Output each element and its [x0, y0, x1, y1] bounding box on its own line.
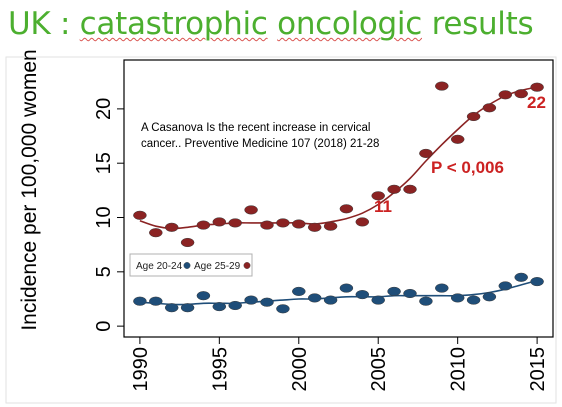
value-label-11: 11 [374, 197, 392, 216]
point-age-20-24-1995 [212, 302, 227, 312]
point-age-25-29-1994 [196, 220, 211, 230]
point-age-20-24-2012 [482, 292, 497, 302]
point-age-25-29-1995 [212, 217, 227, 227]
point-age-20-24-1997 [244, 295, 258, 305]
point-age-25-29-2010 [450, 134, 465, 144]
legend-marker-age-20-24 [183, 262, 191, 269]
point-age-20-24-1993 [180, 303, 195, 313]
reference-line-1: A Casanova Is the recent increase in cer… [141, 122, 370, 134]
point-age-25-29-1992 [164, 222, 179, 232]
y-tick-label-0: 0 [93, 321, 115, 332]
point-age-20-24-2008 [419, 296, 433, 306]
legend-marker-age-25-29 [243, 262, 251, 269]
point-age-20-24-2005 [371, 295, 385, 305]
point-age-20-24-2013 [498, 281, 513, 291]
point-age-20-24-2006 [387, 286, 401, 296]
y-tick-label-10: 10 [93, 206, 115, 228]
point-age-20-24-2010 [450, 293, 465, 303]
point-age-20-24-2011 [466, 295, 481, 305]
point-age-20-24-2007 [403, 288, 417, 299]
point-age-20-24-1994 [196, 291, 211, 301]
point-age-25-29-2008 [419, 148, 433, 158]
point-age-25-29-2012 [482, 103, 497, 113]
slide-title: UK : catastrophic oncologic results [8, 6, 534, 42]
value-label-22: 22 [527, 93, 546, 112]
point-age-25-29-1996 [228, 218, 242, 228]
y-axis-ticks: 0 5 10 15 20 [93, 98, 124, 332]
point-age-25-29-2005 [371, 191, 385, 201]
legend-box [129, 253, 253, 277]
legend-label-age-20-24: Age 20-24 [136, 261, 183, 272]
point-age-20-24-1998 [260, 297, 274, 307]
x-tick-label-1990: 1990 [130, 347, 152, 392]
chart-background [5, 56, 557, 404]
slide-title-word-2: oncologic [277, 6, 422, 42]
legend-label-age-25-29: Age 25-29 [194, 261, 241, 272]
fit-line-age-20-24 [139, 279, 538, 306]
y-axis-label: Incidence per 100,000 women [18, 49, 41, 330]
legend: Age 20-24 Age 25-29 [129, 253, 253, 277]
point-age-20-24-1990 [133, 296, 147, 306]
point-age-25-29-2015 [530, 82, 544, 92]
point-age-25-29-2004 [355, 217, 370, 227]
point-age-25-29-2006 [387, 184, 401, 194]
point-age-20-24-2015 [530, 277, 544, 287]
point-age-25-29-1993 [180, 237, 195, 248]
point-age-25-29-2007 [403, 184, 417, 194]
y-tick-label-15: 15 [93, 152, 115, 174]
point-age-25-29-1990 [133, 210, 147, 220]
point-age-25-29-2013 [498, 90, 513, 100]
point-age-25-29-1991 [149, 228, 163, 238]
y-tick-label-5: 5 [93, 266, 115, 277]
x-tick-label-1995: 1995 [209, 347, 231, 392]
point-age-20-24-2000 [292, 286, 306, 296]
x-tick-label-2005: 2005 [368, 347, 390, 392]
point-age-25-29-2003 [339, 204, 354, 214]
slide-title-prefix: UK : [8, 6, 80, 42]
data-points [133, 81, 544, 314]
point-age-20-24-2014 [514, 272, 528, 282]
point-age-25-29-2009 [435, 81, 449, 91]
point-age-25-29-2014 [514, 89, 528, 99]
x-axis-ticks: 1990 1995 2000 2005 2010 2015 [130, 337, 549, 392]
point-age-25-29-2002 [323, 221, 338, 231]
x-tick-label-2010: 2010 [448, 347, 470, 392]
reference-line-2: cancer.. Preventive Medicine 107 (2018) … [141, 138, 379, 150]
point-age-25-29-1997 [244, 205, 258, 215]
point-age-20-24-2009 [435, 283, 449, 293]
point-age-20-24-1992 [164, 303, 179, 313]
x-tick-label-2015: 2015 [527, 347, 549, 392]
point-age-20-24-1999 [276, 304, 290, 314]
point-age-25-29-2001 [307, 222, 322, 232]
point-age-20-24-2002 [323, 295, 338, 305]
x-tick-label-2000: 2000 [289, 347, 311, 392]
point-age-20-24-2001 [307, 293, 322, 303]
y-tick-label-20: 20 [93, 98, 115, 120]
point-age-20-24-2004 [355, 290, 370, 300]
plot-frame [123, 59, 554, 338]
point-age-25-29-1998 [260, 220, 274, 230]
slide-title-word-1: catastrophic [79, 6, 268, 42]
point-age-20-24-1991 [149, 296, 163, 306]
point-age-25-29-2000 [292, 219, 306, 229]
point-age-20-24-1996 [228, 300, 242, 311]
point-age-25-29-2011 [466, 111, 481, 122]
p-value-label: P < 0,006 [431, 158, 504, 177]
slide-title-word-3: results [431, 6, 534, 42]
point-age-20-24-2003 [339, 283, 354, 293]
point-age-25-29-1999 [276, 218, 290, 228]
